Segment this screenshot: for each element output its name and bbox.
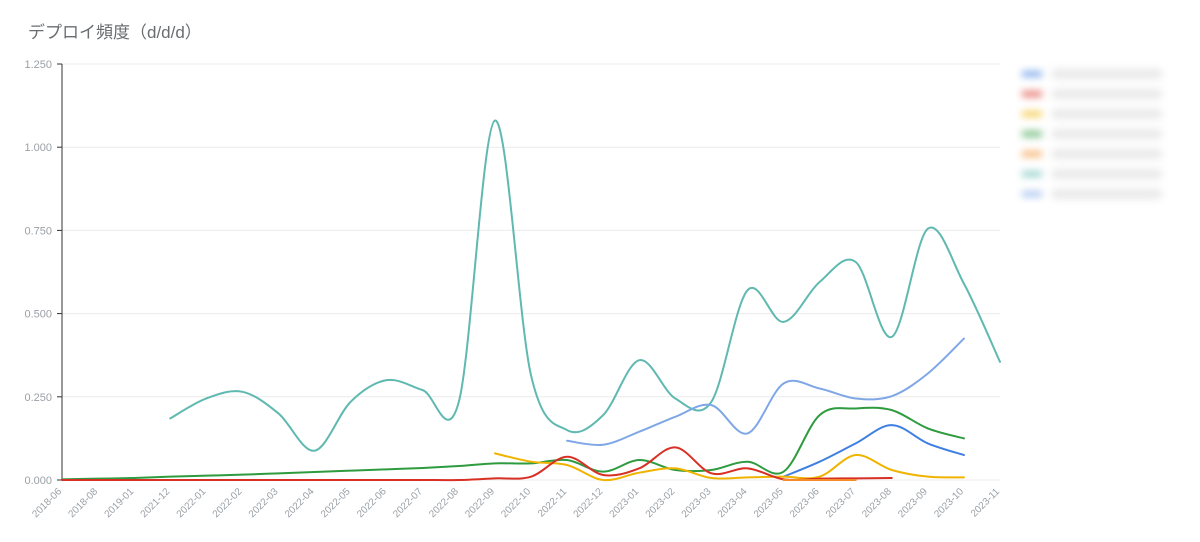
series-line-teal (170, 121, 1000, 451)
y-tick-label: 0.500 (24, 309, 52, 321)
x-tick-label: 2022-01 (175, 486, 209, 520)
legend-item-green[interactable] (1022, 124, 1192, 144)
chart-legend (1022, 64, 1192, 204)
legend-label (1052, 109, 1162, 119)
x-tick-label: 2023-10 (932, 486, 966, 520)
legend-swatch (1022, 112, 1042, 116)
x-tick-label: 2022-07 (391, 486, 425, 520)
legend-label (1052, 89, 1162, 99)
legend-swatch (1022, 152, 1042, 156)
x-tick-label: 2018-06 (30, 486, 64, 520)
x-tick-label: 2023-03 (680, 486, 714, 520)
x-tick-label: 2022-04 (283, 486, 317, 520)
y-tick-label: 0.000 (24, 475, 52, 487)
x-tick-label: 2019-01 (103, 486, 137, 520)
x-tick-label: 2021-12 (139, 486, 173, 520)
x-tick-label: 2022-08 (427, 486, 461, 520)
y-tick-label: 0.750 (24, 225, 52, 237)
y-tick-label: 1.250 (24, 59, 52, 71)
legend-swatch (1022, 192, 1042, 196)
legend-swatch (1022, 172, 1042, 176)
x-tick-label: 2022-09 (463, 486, 497, 520)
legend-item-teal[interactable] (1022, 164, 1192, 184)
x-tick-label: 2022-10 (499, 486, 533, 520)
legend-label (1052, 69, 1162, 79)
x-tick-label: 2023-06 (788, 486, 822, 520)
legend-item-blue[interactable] (1022, 64, 1192, 84)
x-tick-label: 2023-02 (644, 486, 678, 520)
legend-swatch (1022, 72, 1042, 76)
series-line-blue (784, 425, 964, 477)
x-tick-label: 2022-06 (355, 486, 389, 520)
y-tick-label: 1.000 (24, 142, 52, 154)
legend-swatch (1022, 92, 1042, 96)
x-tick-label: 2022-05 (319, 486, 353, 520)
x-tick-label: 2023-05 (752, 486, 786, 520)
legend-item-red[interactable] (1022, 84, 1192, 104)
x-tick-label: 2022-03 (247, 486, 281, 520)
x-tick-label: 2022-12 (572, 486, 606, 520)
legend-label (1052, 169, 1162, 179)
legend-label (1052, 189, 1162, 199)
x-tick-label: 2023-09 (896, 486, 930, 520)
x-tick-label: 2023-01 (608, 486, 642, 520)
legend-label (1052, 149, 1162, 159)
y-tick-label: 0.250 (24, 392, 52, 404)
series-line-green (62, 408, 964, 480)
x-tick-label: 2023-11 (969, 486, 1003, 520)
chart-canvas: 0.0000.2500.5000.7501.0001.250 2018-0620… (0, 0, 1200, 542)
x-tick-label: 2022-11 (536, 486, 570, 520)
chart-root: デプロイ頻度（d/d/d） 0.0000.2500.5000.7501.0001… (0, 0, 1200, 542)
legend-item-light_blue[interactable] (1022, 184, 1192, 204)
legend-item-orange[interactable] (1022, 144, 1192, 164)
legend-swatch (1022, 132, 1042, 136)
legend-label (1052, 129, 1162, 139)
legend-item-yellow[interactable] (1022, 104, 1192, 124)
x-tick-label: 2023-08 (860, 486, 894, 520)
x-tick-label: 2018-08 (66, 486, 100, 520)
x-tick-label: 2022-02 (211, 486, 245, 520)
x-tick-label: 2023-04 (716, 486, 750, 520)
x-tick-label: 2023-07 (824, 486, 858, 520)
